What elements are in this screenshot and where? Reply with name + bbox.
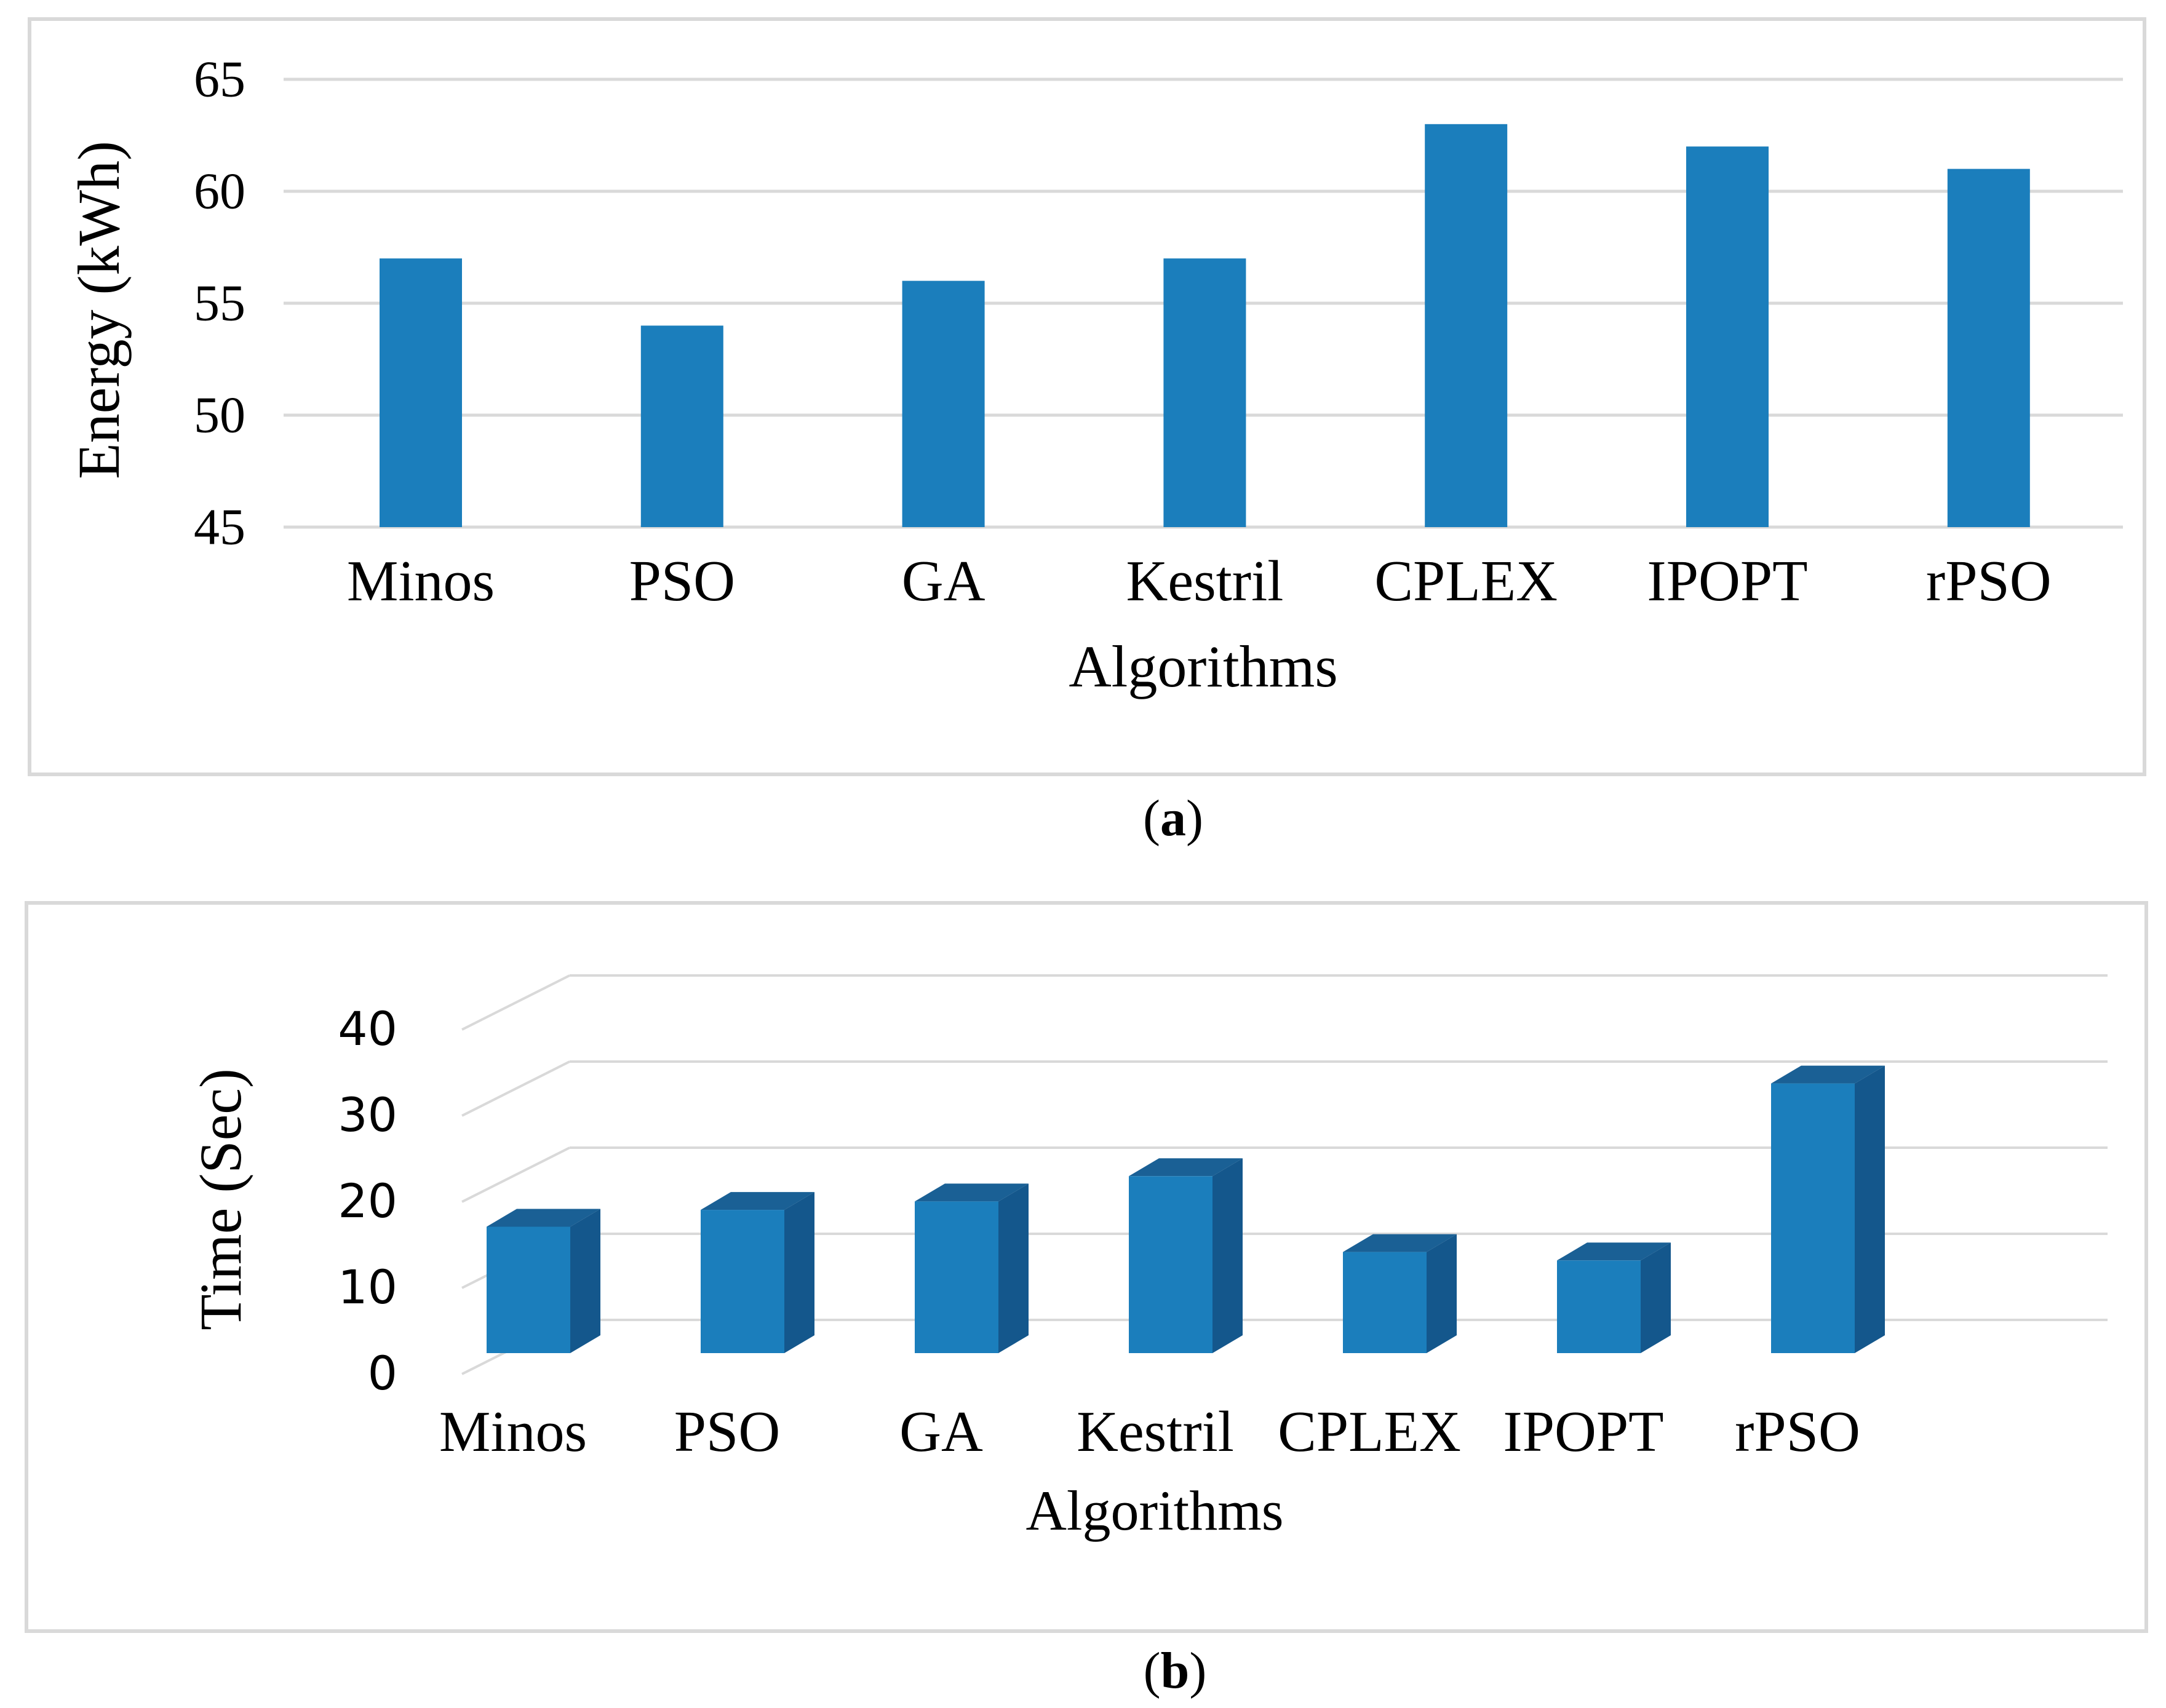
bar-top-face-minos: [487, 1209, 600, 1227]
bar-kestril: [1129, 1176, 1212, 1353]
x-category-label-cplex: CPLEX: [1278, 1400, 1461, 1464]
x-category-label-rpso: rPSO: [1735, 1400, 1860, 1464]
bar-rpso: [1771, 1083, 1855, 1353]
x-category-label-pso: PSO: [629, 549, 735, 613]
bar-pso: [701, 1210, 784, 1353]
bar-top-face-ipopt: [1557, 1242, 1671, 1261]
bar-top-face-cplex: [1343, 1234, 1457, 1252]
bar-ipopt: [1686, 146, 1769, 527]
energy-bar-chart: 45 50 55 60 65 Minos PSO GA Kestril CPLEX IPOPT rPS…: [66, 51, 2123, 699]
x-axis-title: Algorithms: [1025, 1479, 1283, 1542]
gridline-slant-20: [461, 1146, 570, 1203]
caption-a: (a): [1143, 788, 1203, 848]
bar-minos: [487, 1226, 570, 1353]
bar-cplex: [1425, 124, 1508, 528]
y-tick-label-50: 50: [194, 387, 245, 444]
bar-top-face-kestril: [1129, 1158, 1243, 1177]
x-category-label-pso: PSO: [674, 1400, 780, 1464]
x-category-label-ipopt: IPOPT: [1647, 549, 1807, 613]
bar-side-face-minos: [570, 1209, 600, 1353]
x-category-label-ga: GA: [902, 549, 985, 613]
time-3d-bar-chart: 0 10 20 30 40 Minos PSO GA Kestril CPLEX IPOPT rPSO…: [188, 974, 2108, 1542]
bar-side-face-pso: [784, 1192, 814, 1353]
gridline-slant-30: [461, 1060, 570, 1117]
y-axis-title: Time (Sec): [188, 1068, 253, 1330]
bar-side-face-cplex: [1427, 1234, 1457, 1353]
bar-side-face-kestril: [1212, 1158, 1243, 1353]
x-category-label-minos: Minos: [439, 1400, 587, 1464]
bar-top-face-rpso: [1771, 1065, 1885, 1084]
y-tick-label-40: 40: [338, 1001, 397, 1056]
x-category-label-ipopt: IPOPT: [1503, 1400, 1663, 1464]
caption-a-close: ): [1186, 790, 1203, 847]
bar-top-face-pso: [701, 1192, 814, 1210]
bar-ipopt: [1557, 1260, 1641, 1353]
bar-kestril: [1163, 258, 1246, 527]
y-tick-label-30: 30: [338, 1087, 397, 1142]
caption-a-letter: a: [1160, 790, 1186, 847]
x-category-label-kestril: Kestril: [1077, 1400, 1234, 1464]
caption-b-letter: b: [1160, 1642, 1190, 1699]
bar-ga: [902, 280, 985, 527]
y-tick-label-55: 55: [194, 275, 245, 332]
bar-minos: [380, 258, 462, 527]
x-category-label-kestril: Kestril: [1126, 549, 1283, 613]
y-tick-label-45: 45: [194, 499, 245, 556]
bar-pso: [640, 325, 723, 527]
panel-chart-b: 0 10 20 30 40 Minos PSO GA Kestril CPLEX IPOPT rPSO…: [25, 901, 2148, 1633]
y-tick-label-65: 65: [194, 51, 245, 108]
bar-cplex: [1343, 1252, 1427, 1353]
x-axis-title: Algorithms: [1069, 634, 1337, 699]
caption-a-open: (: [1143, 790, 1160, 847]
y-axis-title: Energy (kWh): [66, 141, 132, 479]
x-category-label-ga: GA: [899, 1400, 983, 1464]
bar-top-face-ga: [915, 1183, 1029, 1202]
panel-chart-a: 45 50 55 60 65 Minos PSO GA Kestril CPLEX IPOPT rPS…: [28, 17, 2146, 776]
caption-b-open: (: [1143, 1642, 1161, 1699]
bar-rpso: [1947, 169, 2030, 528]
y-tick-label-10: 10: [338, 1260, 397, 1314]
y-tick-label-0: 0: [368, 1346, 397, 1400]
x-category-label-minos: Minos: [347, 549, 495, 613]
y-tick-label-20: 20: [338, 1174, 397, 1228]
y-tick-label-60: 60: [194, 163, 245, 220]
x-category-label-cplex: CPLEX: [1374, 549, 1558, 613]
gridline-slant-40: [461, 974, 570, 1031]
caption-b: (b): [1144, 1641, 1207, 1701]
bar-side-face-rpso: [1855, 1065, 1885, 1353]
bar-side-face-ipopt: [1641, 1242, 1671, 1353]
x-category-label-rpso: rPSO: [1926, 549, 2052, 613]
bar-side-face-ga: [998, 1183, 1029, 1353]
bar-ga: [915, 1201, 998, 1353]
caption-b-close: ): [1189, 1642, 1207, 1699]
